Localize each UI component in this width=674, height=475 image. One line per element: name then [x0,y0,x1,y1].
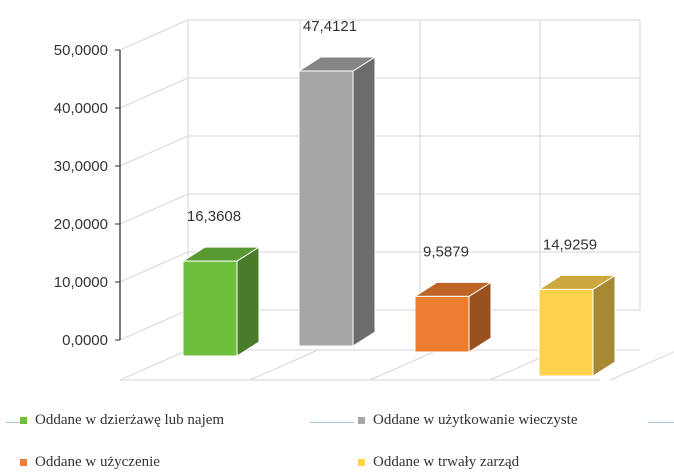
legend-label: Oddane w użyczenie [35,454,160,470]
legend-swatch [20,459,27,466]
bar-front-face [414,295,470,353]
floor-gridline [119,349,189,381]
legend-label: Oddane w użytkowanie wieczyste [373,412,578,428]
floor-gridline [609,351,674,381]
gridline-diagonal [119,135,189,167]
bar [537,274,617,377]
legend-item-uzyczenie: Oddane w użyczenie [20,454,160,471]
gridline-diagonal [119,309,189,341]
y-tick-label: 50,0000 [54,42,108,59]
y-axis: 0,0000 10,0000 20,0000 30,0000 40,0000 50,000… [54,42,121,349]
bar-side-face [352,56,376,347]
bar [413,281,493,353]
gridline-diagonal [119,251,189,283]
data-label: 14,9259 [543,236,597,253]
floor-gridline [249,349,319,381]
bar-front-face [182,260,238,357]
legend-label: Oddane w trwały zarząd [373,454,520,470]
data-label: 47,4121 [303,18,357,35]
bar [181,246,261,357]
legend-swatch [20,417,27,424]
bar-front-face [298,70,354,347]
legend-divider [310,422,354,423]
legend-item-uzytkowanie: Oddane w użytkowanie wieczyste [358,412,578,429]
legend-divider [648,422,674,423]
data-label: 9,5879 [423,243,469,260]
legend-divider [6,422,20,423]
bar [297,56,377,347]
y-tick-label: 0,0000 [62,332,108,349]
floor-gridline [369,349,439,381]
legend-swatch [358,459,365,466]
y-tick-label: 30,0000 [54,158,108,175]
bar-group [181,56,617,377]
gridline-diagonal [119,77,189,109]
legend-item-trwaly-zarzad: Oddane w trwały zarząd [358,454,519,471]
bar-side-face [592,274,616,377]
legend-item-dzierzawa: Oddane w dzierżawę lub najem [20,412,224,429]
bar-front-face [538,288,594,377]
gridline-diagonal [119,19,189,51]
legend-label: Oddane w dzierżawę lub najem [35,412,225,428]
data-labels: 16,3608 47,4121 9,5879 14,9259 [187,18,597,260]
y-tick-label: 20,0000 [54,216,108,233]
data-label: 16,3608 [187,208,241,225]
legend: Oddane w dzierżawę lub najem Oddane w uż… [0,398,674,475]
gridline-diagonal [119,193,189,225]
y-tick-label: 10,0000 [54,274,108,291]
bar-side-face [236,246,260,357]
y-tick-label: 40,0000 [54,100,108,117]
legend-swatch [358,417,365,424]
